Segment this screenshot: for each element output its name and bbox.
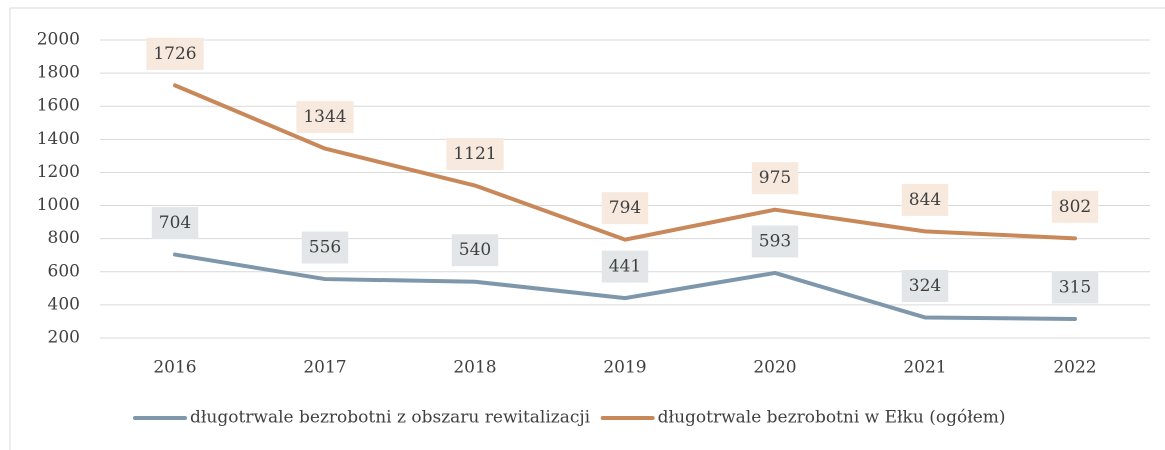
- x-tick-label: 2018: [453, 358, 496, 378]
- data-label-bg: [901, 183, 949, 216]
- series-line: [173, 83, 1077, 242]
- data-label-bg: [146, 37, 204, 70]
- data-label-bg: [751, 225, 799, 258]
- data-label: 441: [609, 257, 641, 277]
- legend-label: długotrwale bezrobotni w Ełku (ogółem): [658, 408, 1006, 428]
- y-tick-label: 800: [48, 228, 80, 248]
- x-tick-label: 2017: [303, 358, 346, 378]
- series-line: [173, 252, 1077, 321]
- chart-frame: [9, 7, 1165, 450]
- data-label-bg: [446, 138, 504, 171]
- data-label-bg: [1051, 190, 1099, 223]
- x-tick-label: 2020: [753, 358, 796, 378]
- y-tick-label: 600: [48, 261, 80, 281]
- y-tick-label: 200: [48, 328, 80, 348]
- y-tick-label: 1600: [37, 96, 80, 116]
- data-label-bg: [296, 101, 354, 134]
- data-label: 1344: [303, 107, 346, 127]
- data-label: 704: [159, 213, 191, 233]
- y-tick-label: 2000: [37, 30, 80, 50]
- data-label-bg: [451, 234, 499, 267]
- data-label: 593: [759, 231, 791, 251]
- data-label-bg: [151, 207, 199, 240]
- data-label: 315: [1059, 277, 1091, 297]
- data-label: 556: [309, 238, 341, 258]
- data-label-bg: [301, 231, 349, 264]
- data-label: 540: [459, 240, 491, 260]
- data-label: 324: [909, 276, 941, 296]
- y-tick-label: 1000: [37, 195, 80, 215]
- data-label-bg: [901, 269, 949, 302]
- data-label: 975: [759, 168, 791, 188]
- y-tick-label: 1800: [37, 63, 80, 83]
- data-label-bg: [751, 162, 799, 195]
- data-label-bg: [601, 250, 649, 283]
- data-label-bg: [601, 192, 649, 225]
- data-label: 802: [1059, 197, 1091, 217]
- legend-label: długotrwale bezrobotni z obszaru rewital…: [190, 408, 591, 428]
- x-tick-label: 2019: [603, 358, 646, 378]
- data-label: 794: [609, 198, 641, 218]
- data-label: 1121: [453, 144, 496, 164]
- data-label-bg: [1051, 271, 1099, 304]
- x-tick-label: 2016: [153, 358, 196, 378]
- y-tick-label: 400: [48, 294, 80, 314]
- data-label: 844: [909, 190, 941, 210]
- y-tick-label: 1200: [37, 162, 80, 182]
- data-label: 1726: [153, 44, 196, 64]
- y-tick-label: 1400: [37, 129, 80, 149]
- x-tick-label: 2022: [1053, 358, 1096, 378]
- x-tick-label: 2021: [903, 358, 946, 378]
